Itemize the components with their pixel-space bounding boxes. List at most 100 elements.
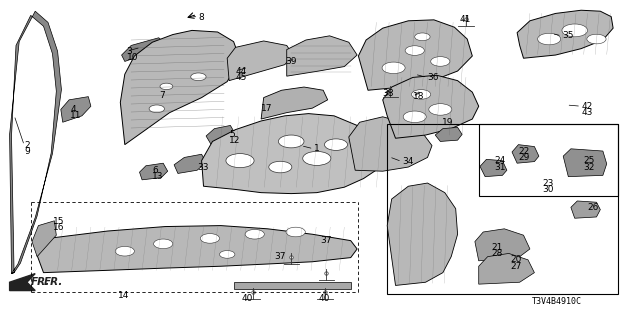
- Circle shape: [220, 251, 235, 258]
- Circle shape: [412, 90, 431, 99]
- Polygon shape: [358, 20, 472, 90]
- Text: 8: 8: [198, 13, 204, 22]
- Text: 11: 11: [70, 111, 82, 120]
- Circle shape: [200, 234, 220, 243]
- Text: 4: 4: [70, 105, 76, 114]
- Text: 40: 40: [242, 294, 253, 303]
- Text: 23: 23: [543, 179, 554, 188]
- Text: 37: 37: [320, 236, 332, 245]
- Polygon shape: [571, 201, 600, 218]
- Polygon shape: [563, 149, 607, 177]
- Polygon shape: [287, 36, 357, 76]
- Text: 18: 18: [413, 92, 424, 101]
- Text: 43: 43: [581, 108, 593, 117]
- Text: 39: 39: [285, 57, 296, 66]
- Polygon shape: [32, 221, 56, 257]
- Bar: [479, 124, 618, 196]
- Circle shape: [538, 33, 561, 45]
- Polygon shape: [10, 274, 35, 291]
- Text: 40: 40: [319, 294, 330, 303]
- Text: 31: 31: [494, 163, 506, 172]
- Polygon shape: [206, 125, 236, 145]
- Text: 32: 32: [584, 163, 595, 172]
- Circle shape: [587, 34, 606, 44]
- Circle shape: [324, 139, 348, 150]
- Polygon shape: [202, 114, 385, 194]
- Text: 45: 45: [236, 73, 247, 82]
- Text: 5: 5: [229, 130, 235, 139]
- Text: 35: 35: [562, 31, 573, 40]
- Circle shape: [405, 46, 424, 55]
- Polygon shape: [174, 154, 206, 173]
- Polygon shape: [227, 41, 293, 81]
- Polygon shape: [383, 75, 479, 138]
- Circle shape: [160, 83, 173, 90]
- Text: 10: 10: [127, 53, 138, 62]
- Polygon shape: [122, 38, 163, 61]
- Text: 14: 14: [118, 291, 130, 300]
- Circle shape: [149, 105, 164, 113]
- Text: 9: 9: [24, 148, 30, 156]
- Polygon shape: [234, 282, 351, 289]
- Bar: [387, 124, 618, 294]
- Text: 7: 7: [159, 92, 164, 100]
- Circle shape: [429, 104, 452, 115]
- Text: 37: 37: [274, 252, 285, 261]
- Polygon shape: [140, 163, 168, 180]
- Circle shape: [269, 161, 292, 173]
- Text: 36: 36: [428, 73, 439, 82]
- Text: 28: 28: [492, 249, 503, 258]
- Polygon shape: [261, 87, 328, 119]
- Text: 13: 13: [152, 172, 164, 181]
- Circle shape: [278, 135, 304, 148]
- Text: T3V4B4910C: T3V4B4910C: [532, 297, 582, 306]
- Circle shape: [303, 151, 331, 165]
- Text: 34: 34: [402, 157, 413, 166]
- Circle shape: [415, 33, 430, 41]
- Text: 29: 29: [518, 153, 530, 162]
- Polygon shape: [37, 226, 357, 273]
- Polygon shape: [10, 11, 61, 274]
- Text: 3: 3: [127, 47, 132, 56]
- Circle shape: [286, 227, 305, 237]
- Text: 6: 6: [152, 166, 158, 175]
- Text: 20: 20: [511, 255, 522, 264]
- Text: 42: 42: [581, 102, 593, 111]
- Text: 27: 27: [511, 262, 522, 271]
- Text: 16: 16: [52, 223, 64, 232]
- Polygon shape: [475, 229, 530, 261]
- Polygon shape: [61, 97, 91, 122]
- Polygon shape: [479, 253, 534, 284]
- Text: 24: 24: [494, 156, 506, 165]
- Text: 30: 30: [543, 185, 554, 194]
- Text: 19: 19: [442, 118, 453, 127]
- Text: 15: 15: [52, 217, 64, 226]
- Circle shape: [403, 111, 426, 123]
- Text: 2: 2: [24, 141, 30, 150]
- Text: 33: 33: [197, 163, 209, 172]
- Text: 26: 26: [588, 204, 599, 212]
- Text: 44: 44: [236, 67, 247, 76]
- Text: 1: 1: [314, 144, 319, 153]
- Polygon shape: [435, 127, 462, 141]
- Text: 22: 22: [518, 147, 530, 156]
- Polygon shape: [387, 183, 458, 285]
- Text: 12: 12: [229, 136, 241, 145]
- Polygon shape: [349, 117, 432, 171]
- Polygon shape: [480, 159, 507, 177]
- Polygon shape: [512, 145, 539, 163]
- Text: 25: 25: [584, 156, 595, 165]
- Circle shape: [562, 24, 588, 37]
- Text: 17: 17: [261, 104, 273, 113]
- Text: 41: 41: [460, 15, 471, 24]
- Circle shape: [382, 62, 405, 74]
- Polygon shape: [120, 30, 240, 145]
- Text: 21: 21: [492, 243, 503, 252]
- Circle shape: [431, 57, 450, 66]
- Circle shape: [191, 73, 206, 81]
- Circle shape: [245, 229, 264, 239]
- Text: FR.: FR.: [31, 277, 50, 287]
- Circle shape: [226, 154, 254, 168]
- Polygon shape: [517, 10, 613, 58]
- Text: FR.: FR.: [44, 277, 63, 287]
